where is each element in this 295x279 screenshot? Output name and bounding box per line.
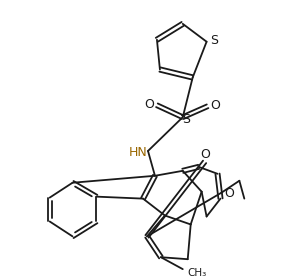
- Text: O: O: [211, 99, 220, 112]
- Text: CH₃: CH₃: [188, 268, 207, 278]
- Text: S: S: [182, 113, 190, 126]
- Text: O: O: [201, 148, 211, 162]
- Text: HN: HN: [129, 146, 148, 159]
- Text: O: O: [224, 187, 234, 200]
- Text: O: O: [144, 98, 154, 111]
- Text: S: S: [211, 34, 219, 47]
